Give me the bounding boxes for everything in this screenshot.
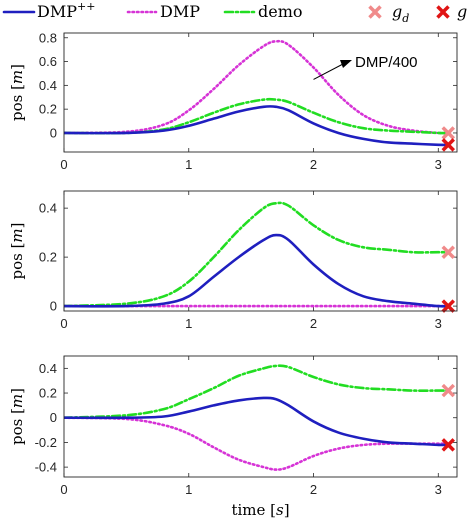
y-axis-label: pos [m] xyxy=(8,64,26,121)
legend: DMP++ DMP demo gd g xyxy=(2,0,467,25)
series-line-demo xyxy=(64,364,450,420)
series-line-dmppp xyxy=(64,104,450,147)
panel-1: 0 1 2 3 0 0.2 0.4 0.6 0.8 pos [m] DMP/400 xyxy=(8,30,458,172)
y-tick-label: 0.4 xyxy=(39,361,57,376)
marker-g xyxy=(441,299,456,313)
y-tick-label: 0.2 xyxy=(39,250,57,265)
x-tick-label: 3 xyxy=(435,157,442,172)
y-tick-label: 0.2 xyxy=(39,102,57,117)
series-line-dmp xyxy=(64,39,450,135)
series-line-dmppp xyxy=(64,396,450,447)
y-tick-label: 0.4 xyxy=(39,201,57,216)
x-tick-label: 3 xyxy=(435,482,442,497)
x-tick-label: 3 xyxy=(435,316,442,331)
panel-3: 0 1 2 3 -0.4 -0.2 0 0.2 0.4 pos [m] time [s] xyxy=(8,355,458,519)
y-tick-label: 0 xyxy=(50,125,57,140)
marker-gd xyxy=(441,126,456,140)
y-axis-label: pos [m] xyxy=(8,222,26,279)
legend-marker-4 xyxy=(436,5,450,19)
y-axis-label: pos [m] xyxy=(8,388,26,445)
axes-frame xyxy=(63,355,458,478)
y-tick-label: -0.4 xyxy=(35,460,57,475)
legend-label-2: demo xyxy=(258,2,303,21)
y-tick-label: 0 xyxy=(50,410,57,425)
x-tick-label: 0 xyxy=(60,316,67,331)
y-tick-label: 0.2 xyxy=(39,386,57,401)
legend-label-0: DMP++ xyxy=(37,0,95,21)
annotation-arrow-line xyxy=(313,63,344,80)
marker-g xyxy=(441,138,456,152)
series-line-dmppp xyxy=(64,233,450,308)
y-tick-label: 0.6 xyxy=(39,54,57,69)
legend-label-3: gd xyxy=(392,2,409,25)
x-tick-label: 2 xyxy=(310,482,317,497)
annotation-label: DMP/400 xyxy=(355,54,418,71)
marker-gd xyxy=(441,383,456,398)
x-tick-label: 2 xyxy=(310,316,317,331)
series-line-demo xyxy=(64,97,450,135)
axes-frame xyxy=(63,190,458,312)
legend-marker-3 xyxy=(368,5,382,19)
legend-label-1: DMP xyxy=(160,2,200,21)
y-tick-label: -0.2 xyxy=(35,435,57,450)
x-tick-label: 1 xyxy=(185,316,192,331)
series-line-demo xyxy=(64,201,450,308)
marker-g xyxy=(441,438,456,452)
panel-2: 0 1 2 3 0 0.2 0.4 pos [m] xyxy=(8,190,458,331)
y-tick-label: 0 xyxy=(50,299,57,314)
y-tick-label: 0.4 xyxy=(39,78,57,93)
axes-frame xyxy=(63,32,458,153)
x-tick-label: 2 xyxy=(310,157,317,172)
x-tick-label: 0 xyxy=(60,157,67,172)
x-axis-label: time [s] xyxy=(231,501,289,519)
marker-gd xyxy=(441,245,456,259)
x-tick-label: 1 xyxy=(185,157,192,172)
legend-label-4: g xyxy=(457,2,467,21)
x-tick-label: 0 xyxy=(60,482,67,497)
y-tick-label: 0.8 xyxy=(39,30,57,45)
x-tick-label: 1 xyxy=(185,482,192,497)
annotation-arrow-head xyxy=(340,60,352,68)
